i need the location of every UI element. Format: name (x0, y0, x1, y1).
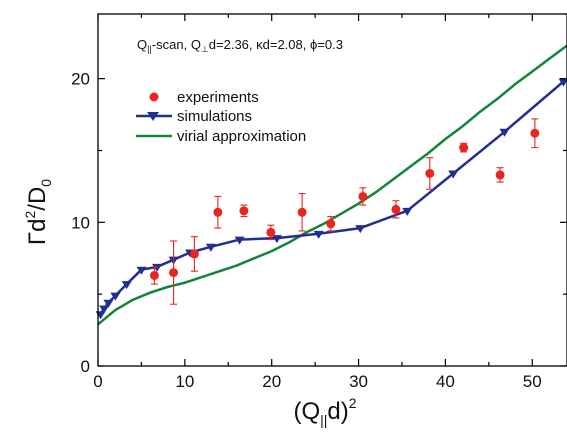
simulation-marker (271, 235, 282, 244)
simulation-marker (499, 128, 510, 137)
experiment-marker (189, 249, 199, 259)
annotation: Q||-scan, Q⊥d=2.36, κd=2.08, ϕ=0.3 (137, 37, 343, 54)
experiment-marker (239, 206, 249, 216)
experiment-marker (326, 219, 336, 229)
experiment-marker (169, 268, 179, 278)
legend-marker-simulations (147, 112, 159, 121)
experiment-point (213, 195, 223, 229)
x-tick-label: 0 (93, 372, 102, 391)
legend-label-virial-approximation: virial approximation (177, 128, 306, 145)
x-axis-title: (Q||d)2 (293, 395, 356, 428)
experiment-point (326, 216, 336, 232)
plot-frame (97, 13, 567, 367)
series-layer (95, 44, 567, 326)
experiment-marker (213, 207, 223, 217)
experiment-marker (149, 270, 159, 280)
experiment-marker (495, 170, 505, 180)
legend-item-simulations: simulations (136, 108, 252, 125)
legend-item-virial-approximation: virial approximation (136, 128, 306, 145)
experiment-marker (425, 168, 435, 178)
virial-approximation-line (97, 44, 567, 326)
experiment-point (530, 118, 540, 149)
simulation-marker (558, 78, 567, 87)
simulation-marker (402, 207, 413, 216)
legend-label-simulations: simulations (177, 108, 252, 125)
x-tick-label: 50 (523, 372, 542, 391)
tick-layer: 0 10 20 30 40 50 0 10 20 (71, 14, 567, 391)
experiment-marker (459, 143, 469, 153)
legend: experiments simulations virial approxima… (136, 89, 306, 145)
plot-area: 0 10 20 30 40 50 0 10 20 (71, 13, 567, 391)
experiment-point (459, 142, 469, 153)
x-tick-label: 40 (436, 372, 455, 391)
experiment-point (358, 187, 368, 206)
experiment-point (266, 224, 276, 241)
y-axis-title: Γd2/D0 (22, 179, 54, 245)
experiment-marker (391, 204, 401, 214)
legend-marker-experiments (149, 92, 159, 102)
experiment-point (391, 200, 401, 219)
y-tick-label: 0 (81, 357, 90, 376)
experiment-point (169, 240, 179, 305)
simulation-marker (205, 243, 216, 252)
simulation-marker (121, 281, 132, 290)
simulation-marker (152, 263, 163, 272)
simulation-marker (448, 170, 459, 179)
experiment-marker (530, 128, 540, 138)
experiment-point (495, 167, 505, 183)
x-tick-label: 20 (262, 372, 281, 391)
legend-label-experiments: experiments (177, 89, 259, 106)
experiment-marker (297, 207, 307, 217)
simulation-marker (99, 305, 110, 314)
experiment-marker (358, 191, 368, 201)
x-tick-label: 10 (175, 372, 194, 391)
experiment-point (189, 236, 199, 272)
experiment-marker (266, 227, 276, 237)
simulation-marker (313, 230, 324, 239)
experiment-point (425, 157, 435, 190)
simulation-marker (234, 236, 245, 245)
simulation-marker (110, 292, 121, 301)
legend-item-experiments: experiments (149, 89, 259, 106)
simulation-marker (355, 225, 366, 234)
simulation-marker (136, 266, 147, 275)
simulation-marker (103, 299, 114, 308)
experiment-point (297, 193, 307, 232)
x-tick-label: 30 (349, 372, 368, 391)
y-tick-label: 20 (71, 70, 90, 89)
y-tick-label: 10 (71, 213, 90, 232)
experiment-point (149, 266, 159, 285)
experiment-point (239, 204, 249, 218)
